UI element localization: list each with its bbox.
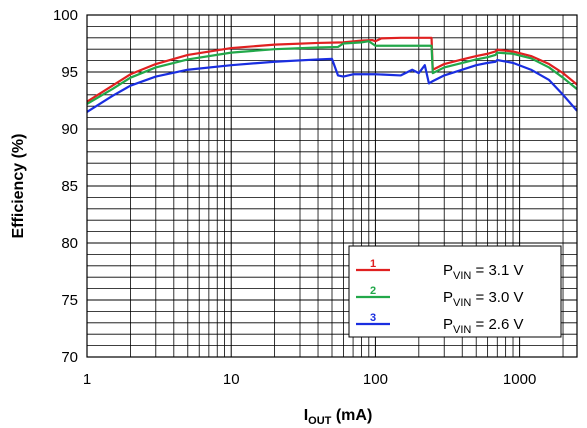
x-axis-title-main: I — [304, 407, 308, 424]
plot-frame — [86, 14, 578, 358]
legend-label-1: PVIN = 3.1 V — [443, 262, 523, 282]
legend-marker-1: 1 — [370, 258, 376, 270]
y-tick-labels: 70 75 80 85 90 95 100 — [53, 7, 78, 366]
series-group — [86, 36, 578, 113]
legend-marker-3: 3 — [370, 312, 376, 324]
legend-entry-3: 3 PVIN = 2.6 V — [356, 312, 523, 336]
y-tick-label: 100 — [53, 7, 78, 24]
y-tick-label: 95 — [61, 64, 78, 81]
x-tick-label: 10 — [223, 371, 240, 388]
legend-label-3-main: P — [443, 316, 453, 333]
legend-entry-1: 1 PVIN = 3.1 V — [356, 258, 523, 282]
y-tick-label: 85 — [61, 178, 78, 195]
legend-label-1-rest: = 3.1 V — [471, 262, 523, 279]
legend-label-1-main: P — [443, 262, 453, 279]
legend-marker-2: 2 — [370, 285, 376, 297]
y-tick-label: 75 — [61, 292, 78, 309]
series-line-2 — [86, 40, 578, 105]
series-line-3 — [86, 57, 578, 113]
legend-label-3-sub: VIN — [453, 324, 471, 336]
y-axis-title: Efficiency (%) — [10, 134, 27, 239]
legend-label-2-sub: VIN — [453, 297, 471, 309]
legend-label-3: PVIN = 2.6 V — [443, 316, 523, 336]
x-tick-label: 100 — [363, 371, 388, 388]
legend-box — [348, 245, 562, 338]
legend: 1 PVIN = 3.1 V 2 PVIN = 3.0 V 3 PVIN = 2… — [348, 245, 562, 338]
legend-label-3-rest: = 2.6 V — [471, 316, 523, 333]
x-tick-label: 1 — [83, 371, 91, 388]
x-axis-title-unit: (mA) — [331, 407, 372, 424]
y-tick-label: 70 — [61, 349, 78, 366]
x-axis-title-sub: OUT — [308, 415, 332, 427]
series-line-1 — [86, 36, 578, 103]
legend-entry-2: 2 PVIN = 3.0 V — [356, 285, 523, 309]
x-axis-title: IOUT (mA) — [304, 407, 373, 427]
legend-label-2-rest: = 3.0 V — [471, 289, 523, 306]
x-tick-label: 1000 — [503, 371, 536, 388]
legend-label-2-main: P — [443, 289, 453, 306]
legend-label-1-sub: VIN — [453, 270, 471, 282]
y-tick-label: 80 — [61, 235, 78, 252]
legend-label-2: PVIN = 3.0 V — [443, 289, 523, 309]
y-tick-label: 90 — [61, 121, 78, 138]
x-tick-labels: 1 10 100 1000 — [83, 371, 536, 388]
